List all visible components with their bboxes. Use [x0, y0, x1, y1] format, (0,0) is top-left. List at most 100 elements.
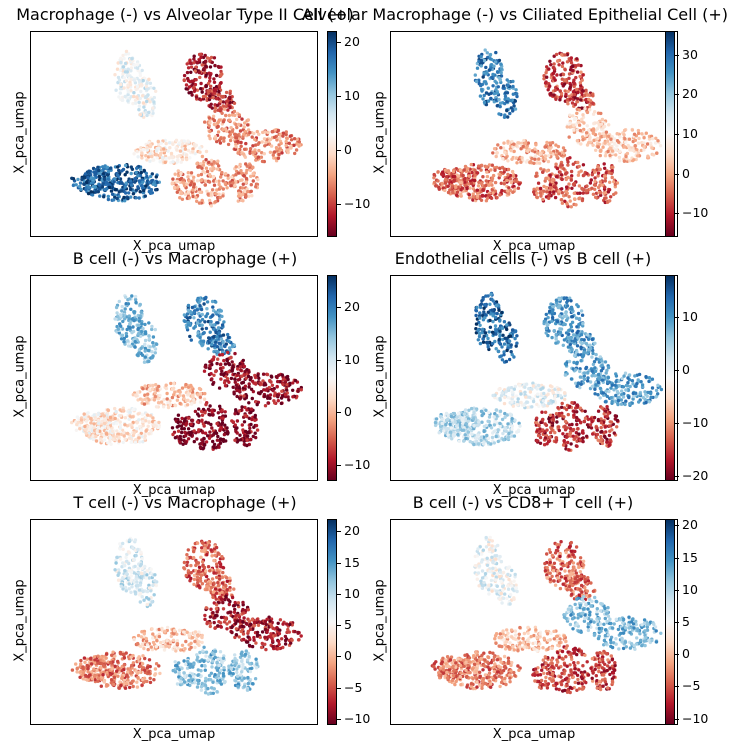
scatter-point: [180, 197, 185, 201]
scatter-point: [119, 432, 124, 437]
scatter-point: [138, 302, 142, 307]
scatter-point: [111, 429, 115, 433]
scatter-point: [494, 347, 498, 351]
colorbar-tick-mark: [675, 134, 679, 135]
scatter-point: [106, 177, 111, 181]
scatter-point: [565, 202, 569, 206]
scatter-point: [236, 194, 241, 198]
scatter-point: [218, 428, 222, 433]
scatter-point: [291, 395, 295, 399]
scatter-point: [164, 156, 168, 161]
scatter-point: [168, 403, 173, 407]
scatter-point: [137, 179, 142, 183]
scatter-point: [274, 375, 279, 379]
scatter-point: [129, 77, 134, 82]
scatter-point: [464, 417, 468, 422]
scatter-point: [228, 91, 232, 96]
scatter-point: [172, 386, 176, 390]
scatter-point: [624, 154, 628, 159]
scatter-point: [510, 352, 514, 357]
scatter-point: [109, 442, 113, 446]
scatter-point: [465, 425, 469, 429]
scatter-point: [505, 323, 509, 327]
scatter-point: [74, 428, 79, 432]
scatter-point: [182, 313, 187, 317]
scatter-point: [204, 166, 209, 170]
scatter-point: [492, 423, 497, 427]
colorbar-tick-label: 30: [682, 46, 698, 62]
scatter-point: [518, 424, 522, 428]
scatter-point: [489, 196, 494, 200]
scatter-point: [131, 325, 135, 329]
scatter-point: [82, 182, 86, 186]
scatter-point: [139, 82, 143, 86]
scatter-point: [176, 158, 180, 162]
scatter-point: [211, 439, 215, 444]
scatter-point: [136, 326, 140, 331]
scatter-point: [213, 343, 217, 347]
scatter-point: [234, 145, 238, 149]
scatter-point: [208, 404, 212, 408]
scatter-point: [271, 153, 275, 157]
scatter-point: [226, 350, 230, 355]
scatter-point: [559, 73, 563, 77]
scatter-point: [567, 72, 572, 76]
scatter-point: [196, 393, 200, 397]
scatter-point: [503, 426, 507, 431]
scatter-point: [140, 412, 145, 417]
scatter-point: [180, 142, 185, 146]
scatter-point: [637, 136, 641, 141]
scatter-point: [105, 173, 110, 177]
chart-title: Alveolar Macrophage (-) vs Ciliated Epit…: [302, 5, 728, 24]
scatter-point: [129, 66, 134, 70]
scatter-point: [510, 328, 515, 332]
scatter-point: [228, 138, 233, 143]
scatter-point: [277, 152, 281, 157]
scatter-point: [225, 426, 229, 430]
scatter-point: [212, 179, 216, 183]
scatter-point: [599, 191, 603, 195]
scatter-point: [208, 121, 212, 125]
scatter-point: [242, 394, 246, 398]
scatter-point: [579, 142, 583, 146]
scatter-point: [191, 194, 195, 199]
scatter-point: [584, 88, 588, 92]
scatter-point: [220, 369, 224, 373]
scatter-point: [247, 416, 251, 420]
scatter-point: [261, 372, 266, 376]
scatter-point: [169, 151, 174, 156]
scatter-point: [487, 415, 492, 419]
scatter-point: [191, 149, 195, 154]
scatter-point: [244, 171, 248, 175]
scatter-point: [580, 106, 584, 110]
scatter-point: [608, 153, 612, 158]
scatter-point: [436, 170, 440, 174]
scatter-point: [542, 77, 546, 81]
scatter-point: [563, 199, 567, 203]
scatter-point: [200, 154, 205, 159]
scatter-point: [207, 436, 212, 440]
scatter-point: [250, 417, 254, 422]
scatter-point: [463, 164, 468, 169]
scatter-point: [216, 357, 220, 361]
scatter-point: [221, 187, 225, 191]
scatter-point: [167, 141, 172, 145]
scatter-point: [187, 85, 192, 89]
scatter-point: [202, 397, 207, 401]
scatter-point: [568, 113, 572, 117]
scatter-point: [534, 154, 538, 158]
scatter-point: [491, 173, 496, 178]
scatter-point: [229, 184, 233, 188]
scatter-point: [102, 195, 106, 199]
scatter-point: [499, 67, 503, 71]
scatter-point: [176, 429, 181, 433]
scatter-point: [209, 84, 213, 88]
scatter-point: [184, 382, 188, 387]
scatter-point: [504, 359, 509, 364]
scatter-point: [92, 426, 96, 430]
scatter-point: [462, 168, 466, 172]
scatter-point: [216, 64, 221, 69]
scatter-point: [201, 342, 205, 347]
scatter-point: [119, 337, 124, 341]
scatter-point: [560, 201, 565, 205]
